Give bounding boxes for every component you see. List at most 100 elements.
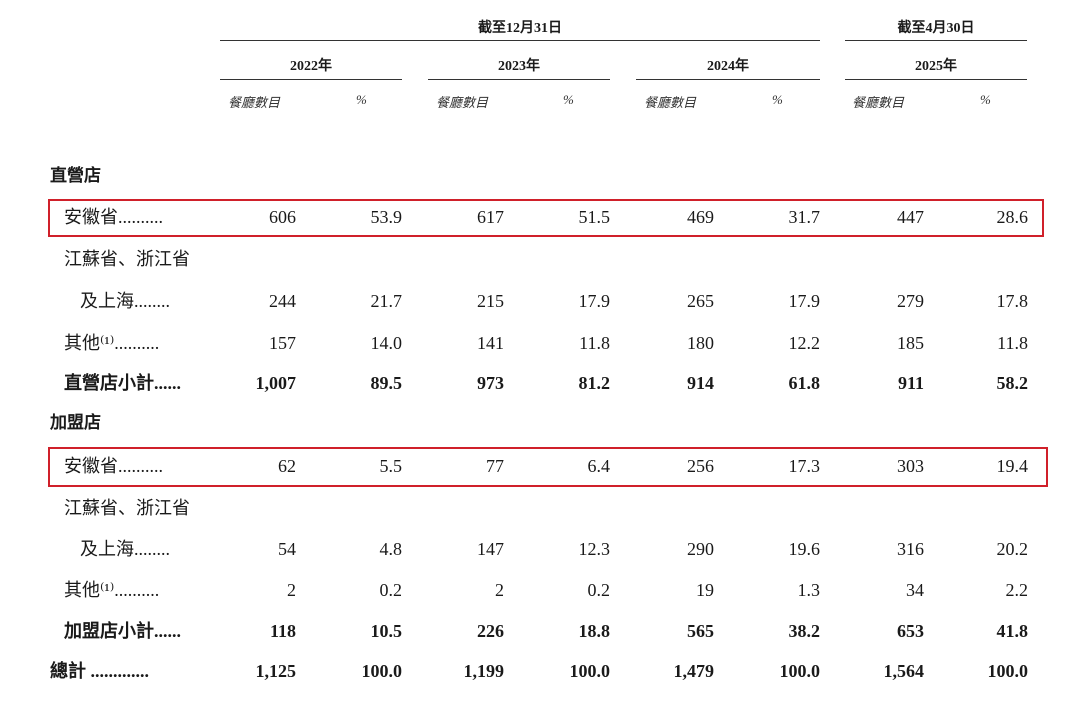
cell: 226 (477, 621, 504, 641)
cell: 157 (269, 333, 296, 353)
year-rule-2023 (428, 79, 610, 80)
cell: 17.3 (788, 456, 821, 476)
row-direct-jz-line1: 江蘇省、浙江省 (0, 240, 1080, 278)
cell: 31.7 (788, 207, 821, 227)
cell: 41.8 (996, 621, 1029, 641)
sub-pct-2024: % (772, 92, 783, 107)
cell: 19.6 (788, 539, 821, 559)
row-franchise-anhui: 安徽省.......... 62 5.5 77 6.4 256 17.3 303… (0, 447, 1080, 485)
cell: 81.2 (578, 373, 611, 393)
cell: 4.8 (379, 539, 403, 559)
cell: 617 (477, 207, 504, 227)
header-rule-dec31 (220, 40, 820, 41)
cell: 1,479 (673, 661, 715, 681)
cell: 100.0 (779, 661, 821, 681)
cell: 2 (287, 580, 296, 600)
row-label: 安徽省.......... (64, 207, 163, 227)
cell: 18.8 (578, 621, 611, 641)
row-label: 總計 ............. (50, 661, 149, 681)
cell: 61.8 (788, 373, 821, 393)
cell: 19.4 (996, 456, 1029, 476)
row-franchise-jz-line1: 江蘇省、浙江省 (0, 489, 1080, 527)
cell: 89.5 (370, 373, 403, 393)
year-2022: 2022年 (290, 59, 332, 74)
year-2024: 2024年 (707, 59, 749, 74)
row-franchise-jz: 及上海........ 54 4.8 147 12.3 290 19.6 316… (0, 530, 1080, 568)
cell: 265 (687, 291, 714, 311)
row-label: 其他⁽¹⁾.......... (64, 580, 160, 600)
header-group-apr30: 截至4月30日 (897, 21, 975, 36)
sub-count-2025: 餐廳數目 (852, 95, 905, 110)
cell: 1,564 (883, 661, 925, 681)
cell: 606 (269, 207, 296, 227)
year-rule-2022 (220, 79, 402, 80)
section-franchise-row: 加盟店 (0, 404, 1080, 442)
cell: 215 (477, 291, 504, 311)
cell: 973 (477, 373, 504, 393)
cell: 1.3 (797, 580, 821, 600)
section-franchise: 加盟店 (50, 413, 101, 433)
row-label: 直營店小計...... (64, 373, 181, 393)
row-direct-other: 其他⁽¹⁾.......... 157 14.0 141 11.8 180 12… (0, 324, 1080, 362)
cell: 58.2 (996, 373, 1029, 393)
sub-pct-2022: % (356, 92, 367, 107)
cell: 77 (486, 456, 504, 476)
cell: 17.9 (788, 291, 821, 311)
header-rule-apr30 (845, 40, 1027, 41)
cell: 141 (477, 333, 504, 353)
row-label: 其他⁽¹⁾.......... (64, 333, 160, 353)
row-label: 江蘇省、浙江省 (64, 249, 190, 269)
cell: 565 (687, 621, 714, 641)
cell: 17.9 (578, 291, 611, 311)
row-label: 及上海........ (80, 291, 170, 311)
cell: 185 (897, 333, 924, 353)
sub-count-2022: 餐廳數目 (228, 95, 281, 110)
cell: 54 (278, 539, 296, 559)
highlight-franchise-anhui (48, 447, 1048, 487)
cell: 2.2 (1005, 580, 1029, 600)
cell: 447 (897, 207, 924, 227)
cell: 14.0 (370, 333, 403, 353)
cell: 28.6 (996, 207, 1029, 227)
cell: 2 (495, 580, 504, 600)
cell: 244 (269, 291, 296, 311)
highlight-direct-anhui (48, 199, 1044, 237)
year-2025: 2025年 (915, 59, 957, 74)
cell: 20.2 (996, 539, 1029, 559)
cell: 303 (897, 456, 924, 476)
row-direct-jz: 及上海........ 244 21.7 215 17.9 265 17.9 2… (0, 282, 1080, 320)
cell: 100.0 (987, 661, 1029, 681)
cell: 11.8 (579, 333, 610, 353)
cell: 911 (897, 373, 924, 393)
row-direct-subtotal: 直營店小計...... 1,007 89.5 973 81.2 914 61.8… (0, 364, 1080, 402)
row-label: 江蘇省、浙江省 (64, 498, 190, 518)
cell: 1,199 (463, 661, 505, 681)
cell: 11.8 (997, 333, 1028, 353)
cell: 5.5 (379, 456, 403, 476)
cell: 38.2 (788, 621, 821, 641)
cell: 653 (897, 621, 924, 641)
cell: 180 (687, 333, 714, 353)
row-total: 總計 ............. 1,125 100.0 1,199 100.0… (0, 652, 1080, 690)
cell: 1,125 (255, 661, 297, 681)
cell: 0.2 (587, 580, 611, 600)
cell: 100.0 (569, 661, 611, 681)
cell: 469 (687, 207, 714, 227)
cell: 290 (687, 539, 714, 559)
sub-pct-2023: % (563, 92, 574, 107)
cell: 6.4 (587, 456, 611, 476)
cell: 914 (687, 373, 714, 393)
cell: 12.2 (788, 333, 821, 353)
cell: 0.2 (379, 580, 403, 600)
sub-count-2023: 餐廳數目 (436, 95, 489, 110)
cell: 12.3 (578, 539, 611, 559)
cell: 1,007 (255, 373, 297, 393)
cell: 34 (906, 580, 924, 600)
year-rule-2025 (845, 79, 1027, 80)
cell: 316 (897, 539, 924, 559)
row-direct-anhui: 安徽省.......... 606 53.9 617 51.5 469 31.7… (0, 198, 1080, 236)
cell: 21.7 (370, 291, 403, 311)
cell: 100.0 (361, 661, 403, 681)
row-label: 安徽省.......... (64, 456, 163, 476)
